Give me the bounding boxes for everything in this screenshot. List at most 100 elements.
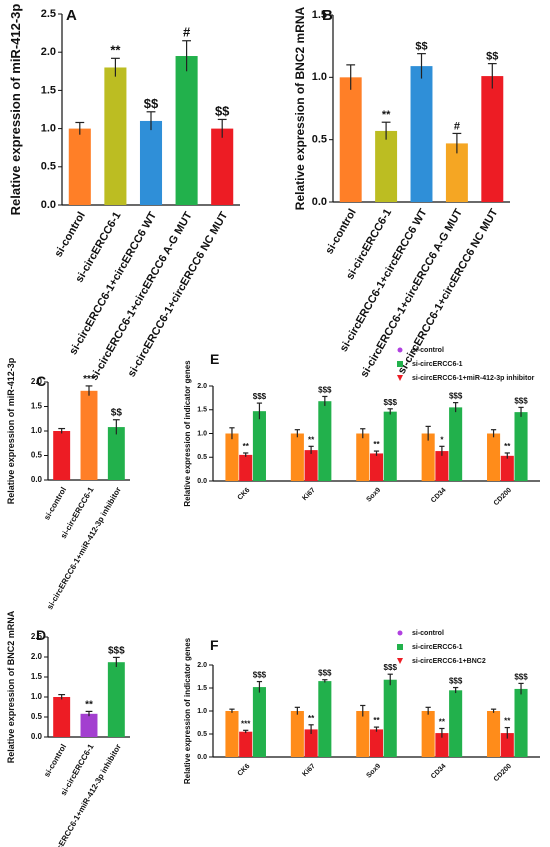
bar [139,120,163,205]
legend-marker [397,644,403,650]
x-tick-label: CD200 [493,487,513,507]
bar [435,733,449,757]
legend-label: si-control [412,630,444,637]
panel-letter: F [210,637,219,653]
significance-label: $$ [415,41,427,53]
y-tick-label: 0.5 [197,454,207,461]
significance-label: ** [373,440,380,449]
significance-label: $$$ [318,669,332,678]
x-tick-label: Ki67 [301,763,316,778]
significance-label: ** [110,42,121,57]
y-axis-label: Relative expression of miR-412-3p [8,4,23,216]
bar [435,451,449,481]
bar [421,433,435,481]
significance-label: $$$ [253,671,267,680]
y-tick-label: 1.0 [197,430,207,437]
panel-letter: D [36,627,46,643]
x-tick-label: CK6 [237,487,252,502]
significance-label: $$ [486,51,498,63]
x-tick-label: CK6 [237,763,252,778]
bar [487,433,501,481]
significance-label: $$$ [253,392,267,401]
bar [356,711,370,757]
x-tick-label: CD200 [493,763,513,783]
y-tick-label: 1.5 [197,407,207,414]
significance-label: ** [85,699,93,710]
y-axis-label: Relative expression of BNC2 mRNA [293,6,307,210]
panel-letter: C [36,373,46,389]
significance-label: *** [241,719,251,728]
y-tick-label: 0.5 [197,731,207,738]
bar [449,407,463,481]
y-tick-label: 0.0 [31,732,43,741]
significance-label: $$ [111,408,123,419]
x-tick-label: si-control [42,743,68,779]
bar [481,76,504,202]
panel-letter: E [210,351,219,367]
bar [318,681,332,757]
significance-label: ** [308,435,315,444]
y-tick-label: 0.0 [197,478,207,485]
bar [225,433,239,481]
y-tick-label: 1.5 [197,685,207,692]
y-tick-label: 2.5 [41,8,56,20]
bar [239,454,253,481]
bar [68,128,91,205]
y-tick-label: 0.0 [312,196,327,208]
significance-label: $$$ [449,677,463,686]
x-tick-label: Ki67 [301,487,316,502]
y-tick-label: 0.5 [41,161,56,173]
x-tick-label: Sox9 [365,487,382,504]
y-tick-label: 2.0 [31,377,43,386]
x-tick-label: si-control [323,207,358,256]
y-tick-label: 1.0 [31,426,43,435]
bar [290,433,304,481]
legend-marker [397,361,403,367]
x-tick-label: CD34 [430,487,448,505]
bar [107,662,125,737]
significance-label: ** [243,442,250,451]
significance-label: ** [382,109,391,121]
bar [53,697,71,737]
bar [107,427,125,480]
bar [80,713,98,737]
bar [369,453,384,481]
legend-label: si-control [412,347,444,354]
significance-label: ** [373,716,380,725]
y-tick-label: 0.5 [312,134,327,146]
legend-marker [397,658,403,664]
significance-label: ** [439,717,446,726]
y-tick-label: 2.0 [197,662,207,669]
y-tick-label: 1.5 [41,84,56,96]
bar [290,711,304,757]
bar [383,679,397,757]
bar [383,411,397,481]
legend-marker [397,375,403,381]
bar [375,130,398,202]
legend-label: si-circERCC6-1 [412,361,463,368]
bar [318,401,332,481]
y-tick-label: 1.0 [41,123,56,135]
significance-label: $$$ [514,396,528,405]
x-tick-label: Sox9 [365,763,382,780]
y-tick-label: 1.0 [312,71,327,83]
bar [252,411,266,481]
y-tick-label: 2.5 [31,632,43,641]
significance-label: $$ [144,96,159,111]
y-tick-label: 0.0 [197,754,207,761]
significance-label: $$$ [449,392,463,401]
significance-label: $$ [215,103,230,118]
legend-label: si-circERCC6-1+miR-412-3p inhibitor [412,375,535,382]
legend-marker [397,347,403,353]
y-axis-label: Relative expression of BNC2 mRNA [6,610,16,763]
bar [500,733,514,757]
y-tick-label: 2.0 [41,46,56,58]
significance-label: ** [504,442,511,451]
bar [369,729,384,757]
significance-label: ** [308,714,315,723]
y-tick-label: 1.5 [31,672,43,681]
bar [410,66,433,202]
y-axis-label: Relative expression of miR-412-3p [6,357,16,504]
bar [514,412,528,481]
